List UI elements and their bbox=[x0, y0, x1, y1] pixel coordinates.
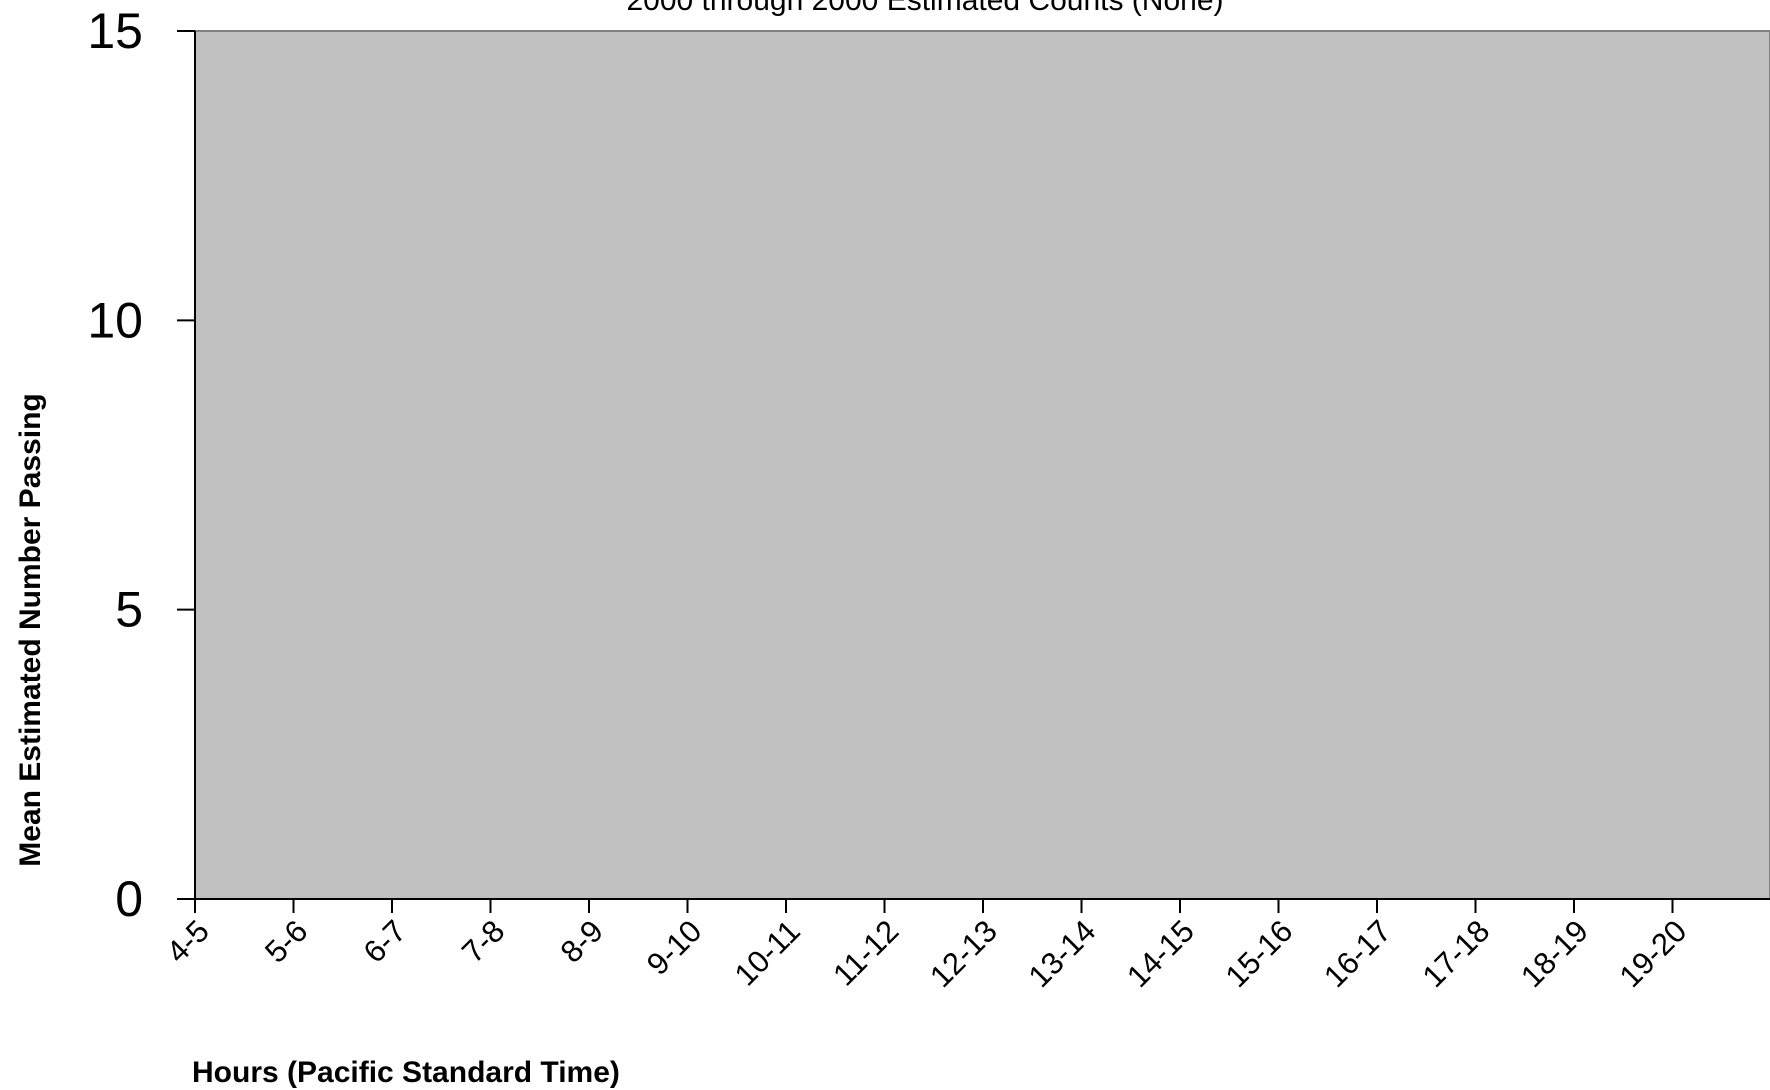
x-tick-label: 7-8 bbox=[455, 913, 511, 969]
y-tick-label: 10 bbox=[87, 292, 143, 348]
x-ticks-layer: 4-5 5-6 6-7 7-8 8-9 9-10 10-11 11-12 12-13 13-14 1… bbox=[160, 899, 1694, 994]
x-tick-label: 8-9 bbox=[554, 913, 610, 969]
x-tick-label: 9-10 bbox=[640, 913, 709, 982]
x-axis-title: Hours (Pacific Standard Time) bbox=[192, 1056, 620, 1089]
x-tick-label: 19-20 bbox=[1613, 913, 1694, 994]
x-tick-label: 17-18 bbox=[1416, 913, 1497, 994]
x-tick-label: 11-12 bbox=[826, 913, 905, 992]
y-tick-label: 15 bbox=[87, 3, 143, 59]
x-tick-label: 12-13 bbox=[923, 913, 1004, 994]
y-axis-title: Mean Estimated Number Passing bbox=[14, 393, 47, 866]
x-tick-label: 16-17 bbox=[1317, 913, 1398, 994]
x-tick-label: 5-6 bbox=[258, 913, 314, 969]
x-tick-label: 4-5 bbox=[160, 913, 216, 969]
chart-title: 2000 through 2000 Estimated Counts (None… bbox=[626, 0, 1223, 17]
x-tick-label: 14-15 bbox=[1120, 913, 1201, 994]
y-ticks-layer: 0 5 10 15 bbox=[87, 3, 195, 927]
y-tick-label: 0 bbox=[115, 871, 143, 927]
plot-area bbox=[194, 30, 1770, 900]
x-tick-label: 18-19 bbox=[1514, 913, 1595, 994]
x-tick-label: 10-11 bbox=[728, 913, 807, 992]
x-tick-label: 6-7 bbox=[357, 913, 413, 969]
x-tick-label: 13-14 bbox=[1022, 913, 1103, 994]
x-tick-label: 15-16 bbox=[1219, 913, 1300, 994]
y-tick-label: 5 bbox=[115, 582, 143, 638]
